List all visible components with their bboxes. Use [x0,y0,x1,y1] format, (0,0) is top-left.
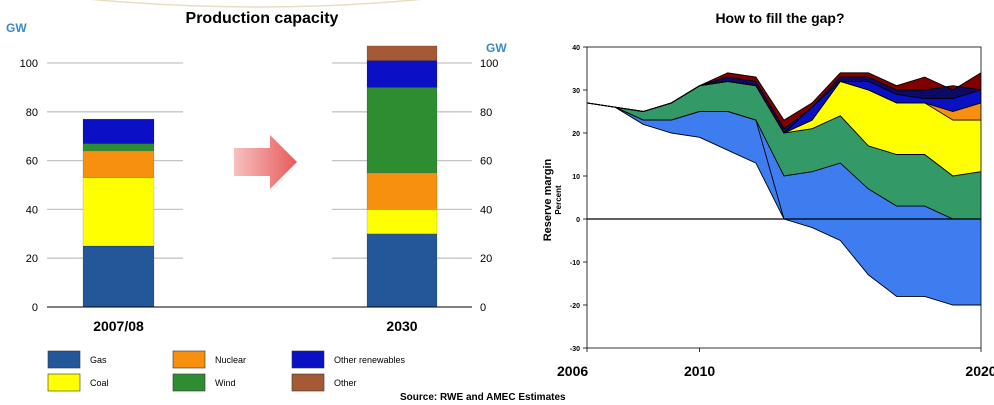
left-y-tick-labels: 0 20 40 60 80 100 [20,58,38,314]
legend-label: Coal [90,378,109,388]
area-band-other_renewables [587,81,981,133]
legend: Gas Nuclear Other renewables Coal Wind Other [47,350,406,392]
right-chart-title: How to fill the gap? [715,10,844,26]
y-tick-label: 20 [480,253,492,265]
legend-swatch-gas [47,350,81,369]
y-tick-label: 30 [572,88,580,95]
bar-segment-other_renewables [366,60,438,88]
x-tick-label: 2010 [684,363,715,379]
legend-swatch-nuclear [172,350,206,369]
bar-segment-wind [82,143,155,152]
legend-label: Gas [90,355,107,365]
left-unit-label: GW [6,21,27,35]
bar-segment-nuclear [366,172,438,210]
y-tick-label: 0 [576,217,580,224]
y-tick-label: 60 [480,156,492,168]
transition-arrow-icon [234,135,297,189]
right-y-tick-labels: 0 20 40 60 80 100 [480,58,498,314]
bar-segment-gas [366,233,438,308]
y-tick-label: 80 [480,107,492,119]
y-tick-label: -30 [570,346,580,353]
area-band-area_green [587,81,981,220]
y-tick-label: 100 [20,58,38,70]
x-tick-label: 2020 [965,363,994,379]
category-labels: 2007/08 2030 [93,318,418,334]
bar-segment-other [366,45,438,61]
bar-segment-gas [82,245,155,308]
y-tick-label: 20 [572,131,580,138]
area-band-coal [587,81,981,176]
legend-label: Nuclear [215,355,246,365]
y-tick-label: -10 [570,260,580,267]
y-tick-label: 20 [26,253,38,265]
legend-swatch-wind [172,373,206,392]
stacked-areas [587,72,981,306]
bar-segment-wind [366,87,438,174]
right-unit-label: GW [486,41,507,55]
y-tick-label: 100 [480,58,498,70]
legend-swatch-other [291,373,325,392]
y-tick-label: 40 [572,45,580,52]
left-chart-title: Production capacity [186,10,339,27]
right-chart-x-ticks: 2006 2010 2020 [557,348,994,379]
y-tick-label: 40 [480,204,492,216]
y-tick-label: 80 [26,107,38,119]
legend-label: Other [334,378,357,388]
area-band-light_blue [587,102,981,306]
right-chart-y-ticks: -30 -20 -10 0 10 20 30 40 [570,45,587,353]
right-plot-frame [586,46,982,349]
right-y-axis-sublabel: Percent [554,185,563,215]
bar-segment-coal [82,177,155,247]
stacked-bars [82,45,438,308]
x-tick-label: 2006 [557,363,588,379]
source-note: Source: RWE and AMEC Estimates [400,392,566,403]
category-label: 2030 [386,318,417,334]
boundary-line [586,102,981,220]
category-label: 2007/08 [93,318,144,334]
bar-segment-nuclear [82,150,155,178]
y-tick-label: 40 [26,204,38,216]
legend-swatch-coal [47,373,81,392]
y-tick-label: 0 [32,302,38,314]
right-y-axis-label: Reserve margin [542,158,554,241]
legend-label: Other renewables [334,355,406,365]
y-tick-label: 10 [572,174,580,181]
boundary-line [586,72,982,121]
area-band-light_blue [587,102,981,219]
legend-swatch-other_renewables [291,350,325,369]
y-tick-label: 60 [26,156,38,168]
header-swoosh-decoration [90,0,422,8]
y-tick-label: -20 [570,303,580,310]
bar-segment-other_renewables [82,118,155,144]
legend-label: Wind [215,378,236,388]
bar-segment-coal [366,209,438,235]
y-tick-label: 0 [480,302,486,314]
